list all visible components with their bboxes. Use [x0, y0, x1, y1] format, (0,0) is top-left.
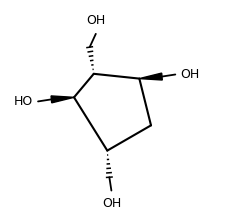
Polygon shape — [51, 96, 74, 103]
Text: HO: HO — [14, 95, 33, 108]
Text: OH: OH — [101, 197, 120, 210]
Text: OH: OH — [86, 14, 105, 27]
Text: OH: OH — [180, 68, 199, 81]
Polygon shape — [139, 73, 162, 80]
